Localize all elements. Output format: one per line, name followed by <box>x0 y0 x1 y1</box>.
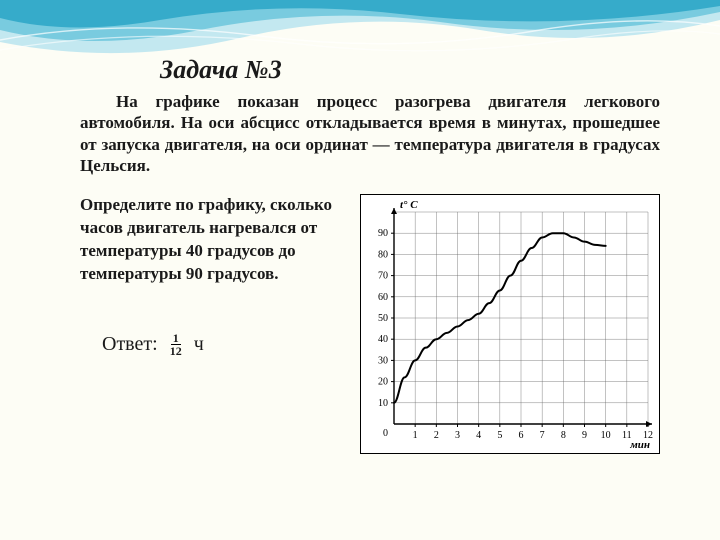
svg-text:40: 40 <box>378 334 388 345</box>
answer-label: Ответ: <box>102 333 158 356</box>
problem-description: На графике показан процесс разогрева дви… <box>80 91 660 176</box>
svg-text:мин: мин <box>629 439 650 451</box>
svg-text:8: 8 <box>561 430 566 441</box>
svg-text:70: 70 <box>378 271 388 282</box>
svg-text:30: 30 <box>378 355 388 366</box>
svg-text:2: 2 <box>434 430 439 441</box>
svg-text:90: 90 <box>378 228 388 239</box>
svg-text:80: 80 <box>378 249 388 260</box>
svg-text:t° C: t° C <box>400 199 418 211</box>
svg-text:50: 50 <box>378 313 388 324</box>
svg-text:7: 7 <box>540 430 545 441</box>
svg-text:4: 4 <box>476 430 481 441</box>
svg-text:6: 6 <box>519 430 524 441</box>
engine-temperature-chart: 1234567891011121020304050607080900минt° … <box>360 194 660 454</box>
answer-row: Ответ: 1 12 ч <box>80 332 342 357</box>
svg-text:9: 9 <box>582 430 587 441</box>
problem-question: Определите по графику, сколько часов дви… <box>80 194 342 286</box>
svg-text:0: 0 <box>383 428 388 439</box>
svg-text:10: 10 <box>601 430 611 441</box>
svg-text:5: 5 <box>497 430 502 441</box>
svg-text:10: 10 <box>378 398 388 409</box>
answer-fraction: 1 12 <box>168 332 184 357</box>
problem-title: Задача №3 <box>80 55 660 85</box>
svg-text:1: 1 <box>413 430 418 441</box>
svg-text:20: 20 <box>378 377 388 388</box>
answer-denominator: 12 <box>168 345 184 357</box>
svg-text:60: 60 <box>378 292 388 303</box>
answer-numerator: 1 <box>171 332 181 345</box>
answer-unit: ч <box>194 333 204 356</box>
svg-text:3: 3 <box>455 430 460 441</box>
